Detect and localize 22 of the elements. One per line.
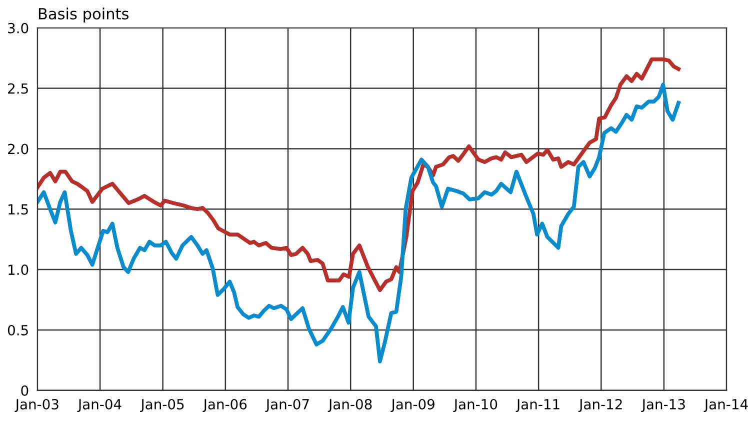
y-tick-label: 0.5	[8, 324, 28, 336]
y-tick-label: 2.0	[8, 144, 28, 154]
x-tick-label: Jan-09	[390, 398, 434, 412]
y-tick-label: 0	[21, 385, 28, 396]
x-tick-label: Jan-03	[14, 398, 58, 412]
y-tick-label: 1.5	[8, 204, 28, 215]
y-tick-label: 3.0	[8, 22, 28, 34]
x-tick-label: Jan-07	[265, 398, 309, 412]
line-series	[37, 57, 680, 292]
y-axis-title: Basis points	[38, 8, 128, 22]
y-tick-label: 2.5	[8, 83, 28, 94]
x-tick-label: Jan-05	[140, 398, 184, 412]
x-tick-label: Jan-06	[202, 398, 247, 412]
x-tick-label: Jan-14	[704, 399, 748, 412]
y-tick-label: 1.0	[8, 264, 28, 276]
x-tick-label: Jan-13	[641, 398, 685, 412]
x-tick-label: Jan-11	[516, 399, 560, 412]
x-tick-label: Jan-08	[328, 398, 372, 412]
x-tick-label: Jan-04	[77, 398, 122, 412]
line-series	[37, 82, 680, 364]
x-tick-label: Jan-12	[578, 398, 622, 412]
x-tick-label: Jan-10	[453, 398, 498, 412]
